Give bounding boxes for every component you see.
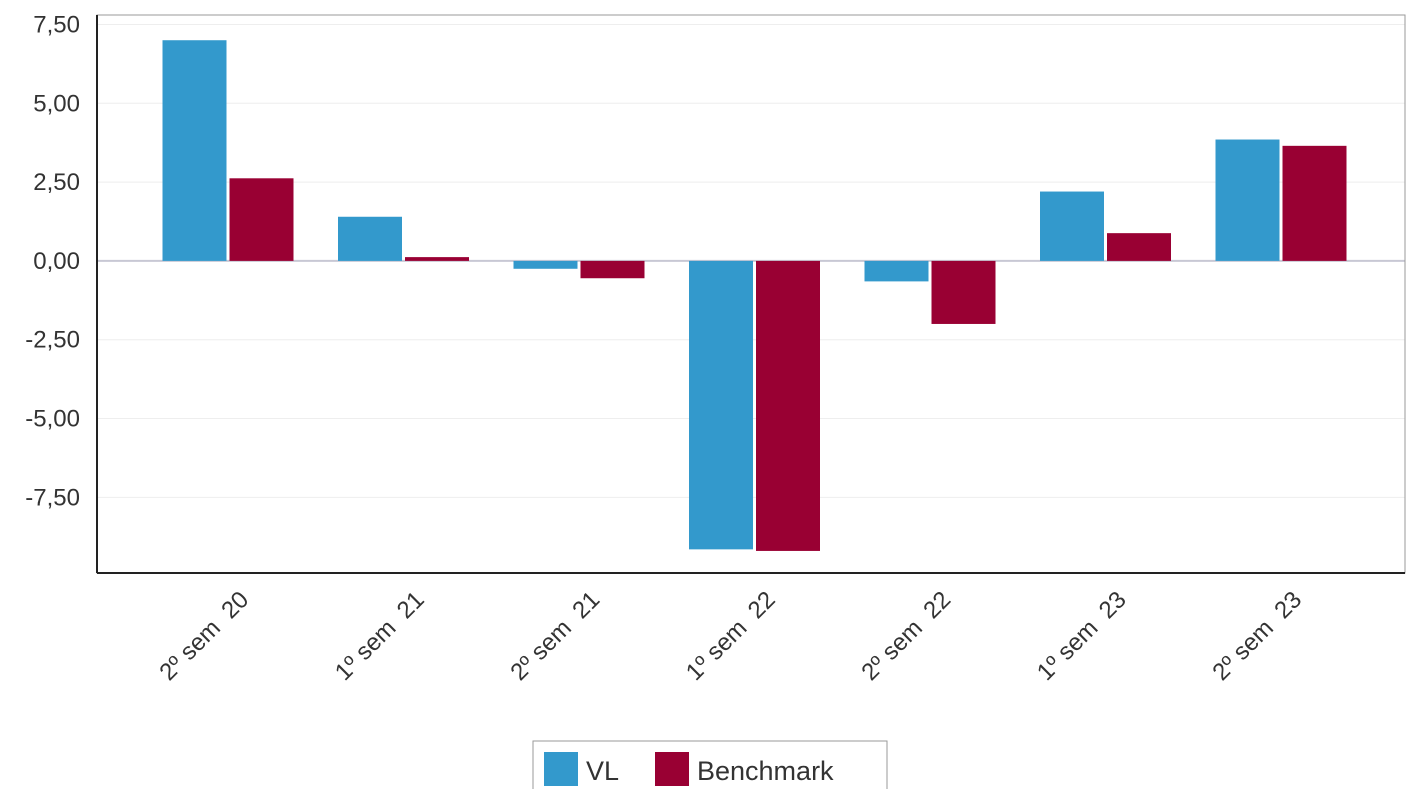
bar-benchmark-0: [229, 178, 294, 261]
bar-vl-5: [1040, 191, 1104, 261]
x-axis-tick-labels: 2º sem 20 1º sem 21 2º sem 21 1º sem 22 2º s…: [154, 586, 1307, 686]
bar-benchmark-5: [1107, 233, 1171, 261]
bars: [162, 40, 1347, 551]
x-tick-label-5: 1º sem 23: [1032, 586, 1132, 686]
bar-vl-6: [1215, 139, 1280, 261]
y-tick-label-4: -2,50: [25, 327, 80, 354]
y-tick-label-5: -5,00: [25, 406, 80, 433]
legend-swatch-vl: [544, 752, 578, 786]
x-tick-label-6: 2º sem 23: [1207, 586, 1307, 686]
axes: [96, 14, 1406, 574]
y-axis-tick-labels: 7,50 5,00 2,50 0,00 -2,50 -5,00 -7,50: [25, 11, 80, 511]
bar-benchmark-3: [756, 260, 820, 551]
legend-label-benchmark: Benchmark: [697, 756, 834, 786]
x-tick-label-1: 1º sem 21: [330, 586, 430, 686]
y-tick-label-1: 5,00: [33, 90, 80, 117]
x-tick-label-2: 2º sem 21: [505, 586, 605, 686]
x-tick-label-4: 2º sem 22: [856, 586, 956, 686]
legend-label-vl: VL: [586, 756, 619, 786]
legend-items: VL Benchmark: [544, 752, 834, 786]
y-tick-label-2: 2,50: [33, 169, 80, 196]
bar-benchmark-2: [580, 260, 645, 279]
bar-vl-2: [513, 260, 578, 269]
legend-swatch-benchmark: [655, 752, 689, 786]
x-tick-label-3: 1º sem 22: [681, 586, 781, 686]
x-tick-label-0: 2º sem 20: [154, 586, 254, 686]
bar-benchmark-4: [931, 260, 996, 324]
y-tick-label-6: -7,50: [25, 484, 80, 511]
bar-vl-3: [689, 260, 753, 550]
bar-vl-1: [338, 216, 402, 261]
bar-benchmark-1: [405, 257, 469, 261]
bar-benchmark-6: [1282, 145, 1347, 261]
y-tick-label-3: 0,00: [33, 248, 80, 275]
bar-vl-0: [162, 40, 227, 261]
legend: VL Benchmark: [532, 740, 888, 789]
legend-box: [532, 740, 888, 789]
bar-vl-4: [864, 260, 929, 282]
y-tick-label-0: 7,50: [33, 11, 80, 38]
